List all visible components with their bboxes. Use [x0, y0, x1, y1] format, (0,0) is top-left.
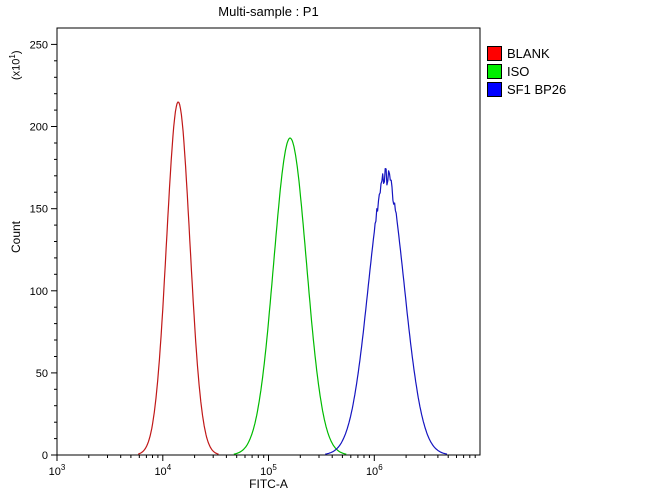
legend-item-sf1-bp26: SF1 BP26 — [487, 82, 566, 97]
svg-text:200: 200 — [30, 122, 48, 134]
legend-item-blank: BLANK — [487, 46, 566, 61]
svg-text:100: 100 — [30, 286, 48, 298]
legend-swatch — [487, 64, 502, 79]
svg-text:0: 0 — [42, 450, 48, 462]
legend-swatch — [487, 46, 502, 61]
legend-item-iso: ISO — [487, 64, 566, 79]
x-axis-title: FITC-A — [249, 477, 288, 491]
legend-label: ISO — [507, 64, 530, 79]
svg-text:104: 104 — [154, 463, 171, 478]
svg-text:106: 106 — [366, 463, 383, 478]
svg-text:103: 103 — [49, 463, 66, 478]
chart-title: Multi-sample : P1 — [218, 4, 319, 19]
svg-text:250: 250 — [30, 39, 48, 51]
svg-text:105: 105 — [260, 463, 277, 478]
svg-text:50: 50 — [36, 368, 48, 380]
legend-label: SF1 BP26 — [507, 82, 567, 97]
legend-label: BLANK — [507, 46, 550, 61]
legend: BLANK ISO SF1 BP26 — [487, 46, 566, 100]
svg-text:150: 150 — [30, 204, 48, 216]
legend-swatch — [487, 82, 502, 97]
